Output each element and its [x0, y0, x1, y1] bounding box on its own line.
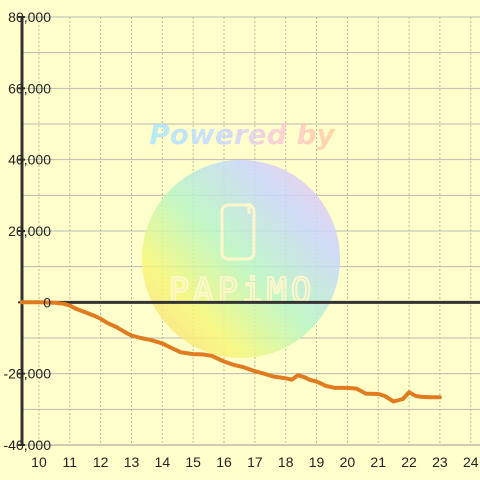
data-point [407, 390, 411, 394]
data-point [200, 352, 204, 356]
data-point [296, 373, 300, 377]
x-tick-label: 20 [340, 454, 356, 470]
data-point [284, 376, 288, 380]
x-tick-label: 24 [463, 454, 479, 470]
data-point [231, 363, 235, 367]
grid [22, 16, 480, 445]
data-point [148, 338, 152, 342]
data-point [114, 325, 118, 329]
data-point [438, 395, 442, 399]
y-tick-label: 80,000 [8, 9, 51, 25]
data-point [83, 310, 87, 314]
data-point [345, 386, 349, 390]
data-point [170, 346, 174, 350]
y-tick-label: 20,000 [8, 223, 51, 239]
data-point [419, 395, 423, 399]
data-point [302, 375, 306, 379]
watermark-powered-by: Powered by [149, 118, 336, 151]
x-tick-label: 11 [63, 454, 78, 470]
y-tick-label: 40,000 [8, 152, 51, 168]
data-point [160, 341, 164, 345]
data-point [355, 387, 359, 391]
series-layer [20, 300, 442, 404]
data-point [324, 384, 328, 388]
data-point [105, 321, 109, 325]
data-point [315, 380, 319, 384]
data-point [92, 314, 96, 318]
data-point [179, 350, 183, 354]
data-point [413, 394, 417, 398]
x-tick-label: 14 [155, 454, 171, 470]
x-tick-label: 18 [278, 454, 294, 470]
y-tick-label: 60,000 [8, 80, 51, 96]
x-tick-label: 19 [309, 454, 325, 470]
x-tick-label: 13 [124, 454, 140, 470]
data-point [253, 369, 257, 373]
y-tick-label: 0 [43, 294, 51, 310]
data-point [429, 395, 433, 399]
x-tick-label: 10 [31, 454, 47, 470]
watermark: Powered by PAPiMO [142, 118, 340, 358]
data-point [364, 392, 368, 396]
data-point [308, 378, 312, 382]
x-tick-label: 17 [247, 454, 263, 470]
axes [18, 16, 480, 446]
data-point [68, 304, 72, 308]
watermark-logo: PAPiMO [169, 271, 316, 311]
x-tick-label: 22 [401, 454, 417, 470]
data-point [123, 330, 127, 334]
data-point [99, 317, 103, 321]
data-point [20, 300, 24, 304]
x-tick-label: 23 [432, 454, 448, 470]
data-point [333, 386, 337, 390]
data-point [222, 360, 226, 364]
data-point [382, 394, 386, 398]
phone-icon [220, 203, 256, 261]
data-point [52, 301, 56, 305]
data-point [401, 397, 405, 401]
tick-labels: -40,000 -20,000 0 20,000 40,000 60,000 80,000 1… [4, 9, 479, 470]
x-tick-label: 21 [370, 454, 386, 470]
x-tick-label: 12 [93, 454, 109, 470]
data-point [129, 334, 133, 338]
data-point [139, 336, 143, 340]
data-point [271, 375, 275, 379]
x-tick-label: 16 [216, 454, 232, 470]
data-point [241, 365, 245, 369]
x-tick-label: 15 [185, 454, 201, 470]
data-point [191, 352, 195, 356]
data-point [290, 378, 294, 382]
data-point [262, 372, 266, 376]
data-point [376, 392, 380, 396]
data-point [62, 302, 66, 306]
data-point [74, 307, 78, 311]
data-point [210, 354, 214, 358]
y-tick-label: -40,000 [4, 437, 52, 453]
data-point [37, 300, 41, 304]
y-tick-label: -20,000 [4, 366, 52, 382]
data-point [392, 399, 396, 403]
